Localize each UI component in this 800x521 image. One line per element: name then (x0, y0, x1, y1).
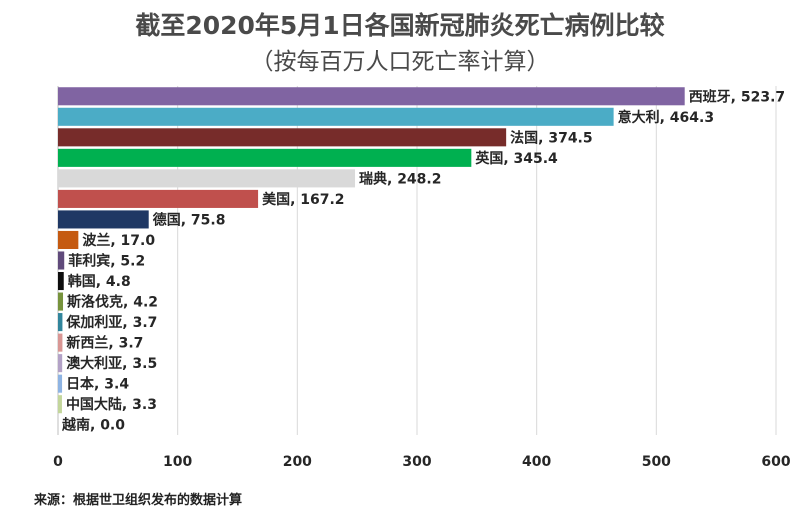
data-label-11: 保加利亚, 3.7 (65, 314, 157, 331)
data-label-15: 中国大陆, 3.3 (66, 396, 157, 413)
data-label-12: 新西兰, 3.7 (66, 335, 143, 352)
x-tick-label-6: 600 (761, 454, 790, 470)
data-label-10: 斯洛伐克, 4.2 (67, 294, 158, 311)
data-label-16: 越南, 0.0 (61, 417, 125, 434)
data-label-7: 波兰, 17.0 (82, 232, 155, 249)
bar-3 (58, 148, 472, 167)
x-tick-label-4: 400 (522, 454, 551, 470)
x-tick-label-5: 500 (642, 454, 671, 470)
bar-5 (58, 189, 259, 208)
data-label-2: 法国, 374.5 (510, 129, 592, 146)
data-label-1: 意大利, 464.3 (618, 109, 714, 126)
bar-15 (58, 395, 62, 414)
bar-8 (58, 251, 65, 270)
chart-title: 截至2020年5月1日各国新冠肺炎死亡病例比较 (135, 11, 665, 40)
x-tick-label-3: 300 (402, 454, 431, 470)
data-label-13: 澳大利亚, 3.5 (66, 355, 157, 372)
bar-11 (58, 313, 63, 332)
bar-0 (58, 87, 685, 106)
data-label-3: 英国, 345.4 (474, 150, 558, 167)
data-label-9: 韩国, 4.8 (68, 273, 131, 290)
bar-14 (58, 374, 63, 393)
x-tick-label-0: 0 (53, 454, 63, 470)
bar-4 (58, 169, 356, 188)
data-label-5: 美国, 167.2 (262, 191, 344, 208)
bar-6 (58, 210, 149, 229)
x-tick-label-1: 100 (163, 454, 192, 470)
data-label-8: 菲利宾, 5.2 (68, 253, 145, 270)
bar-2 (58, 128, 507, 147)
source-note: 来源：根据世卫组织发布的数据计算 (34, 493, 243, 508)
data-label-4: 瑞典, 248.2 (359, 170, 441, 187)
bar-12 (58, 333, 63, 352)
bar-10 (58, 292, 64, 311)
data-label-14: 日本, 3.4 (66, 376, 129, 393)
data-label-0: 西班牙, 523.7 (689, 88, 785, 105)
data-label-6: 德国, 75.8 (153, 211, 226, 228)
bar-1 (58, 107, 614, 126)
bar-9 (58, 271, 64, 291)
bar-7 (58, 230, 79, 250)
bar-13 (58, 354, 63, 373)
chart-subtitle: （按每百万人口死亡率计算） (250, 49, 550, 75)
x-tick-label-2: 200 (283, 454, 312, 470)
